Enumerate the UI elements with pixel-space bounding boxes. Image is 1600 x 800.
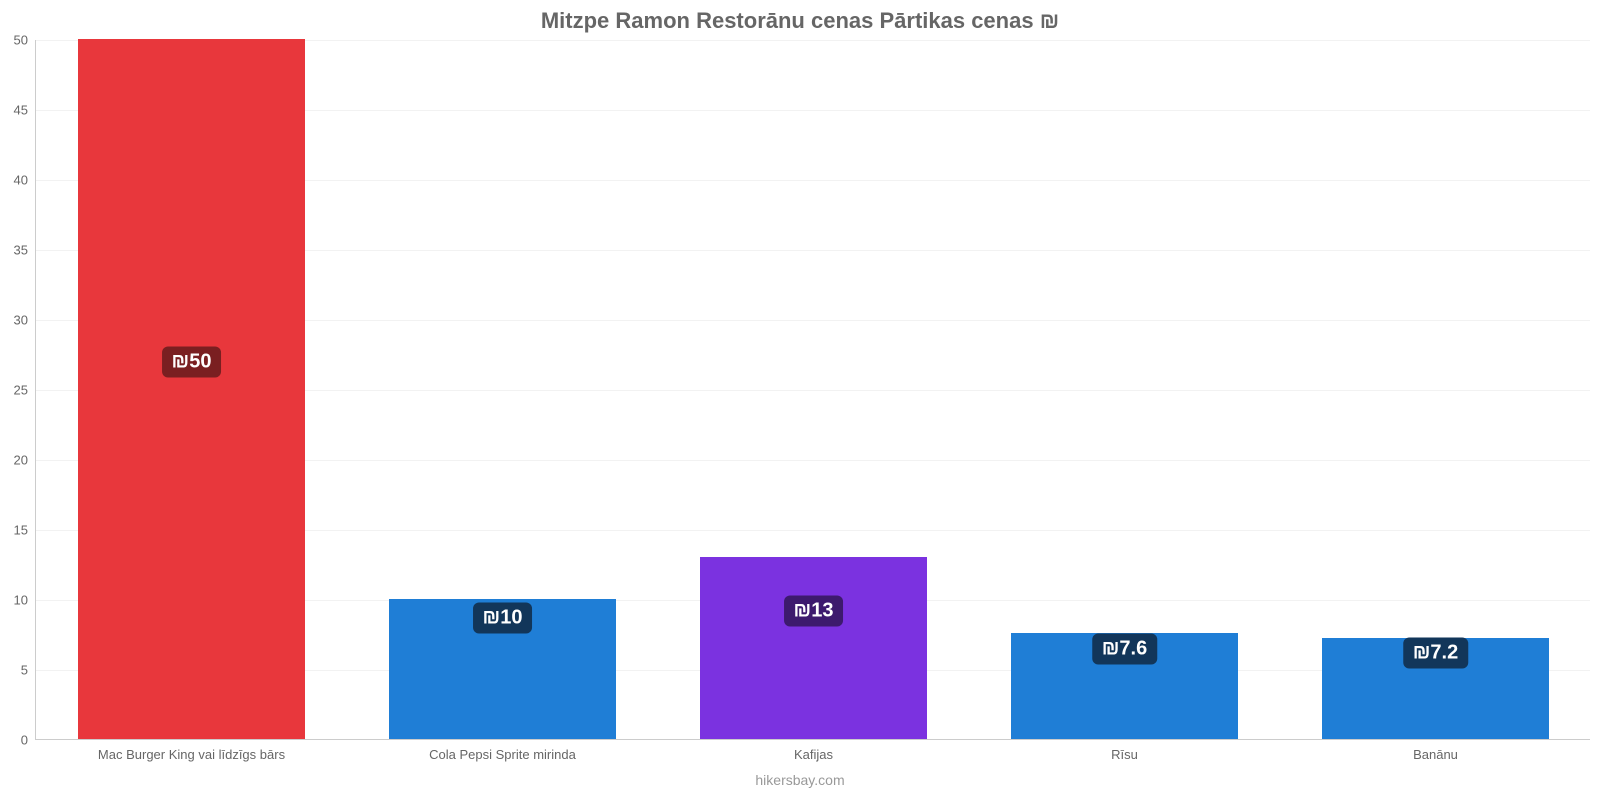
y-tick-label: 20	[14, 453, 36, 468]
y-tick-label: 50	[14, 33, 36, 48]
plot-area: 05101520253035404550₪50Mac Burger King v…	[35, 40, 1590, 740]
price-bar-chart: Mitzpe Ramon Restorānu cenas Pārtikas ce…	[0, 0, 1600, 800]
y-tick-label: 40	[14, 173, 36, 188]
bar-value-label: ₪7.6	[1092, 634, 1157, 665]
y-tick-label: 30	[14, 313, 36, 328]
x-tick-label: Banānu	[1413, 739, 1458, 762]
x-tick-label: Rīsu	[1111, 739, 1138, 762]
y-tick-label: 15	[14, 523, 36, 538]
y-tick-label: 0	[21, 733, 36, 748]
chart-title: Mitzpe Ramon Restorānu cenas Pārtikas ce…	[0, 8, 1600, 34]
chart-source-label: hikersbay.com	[0, 772, 1600, 788]
bar-value-label: ₪50	[162, 347, 222, 378]
bar-value-label: ₪10	[473, 603, 533, 634]
bar-value-label: ₪7.2	[1403, 638, 1468, 669]
x-tick-label: Mac Burger King vai līdzīgs bārs	[98, 739, 285, 762]
y-tick-label: 35	[14, 243, 36, 258]
bar	[700, 557, 927, 739]
x-tick-label: Cola Pepsi Sprite mirinda	[429, 739, 576, 762]
y-tick-label: 5	[21, 663, 36, 678]
y-tick-label: 25	[14, 383, 36, 398]
bar-value-label: ₪13	[784, 596, 844, 627]
y-tick-label: 10	[14, 593, 36, 608]
y-tick-label: 45	[14, 103, 36, 118]
x-tick-label: Kafijas	[794, 739, 833, 762]
bar	[78, 39, 305, 739]
